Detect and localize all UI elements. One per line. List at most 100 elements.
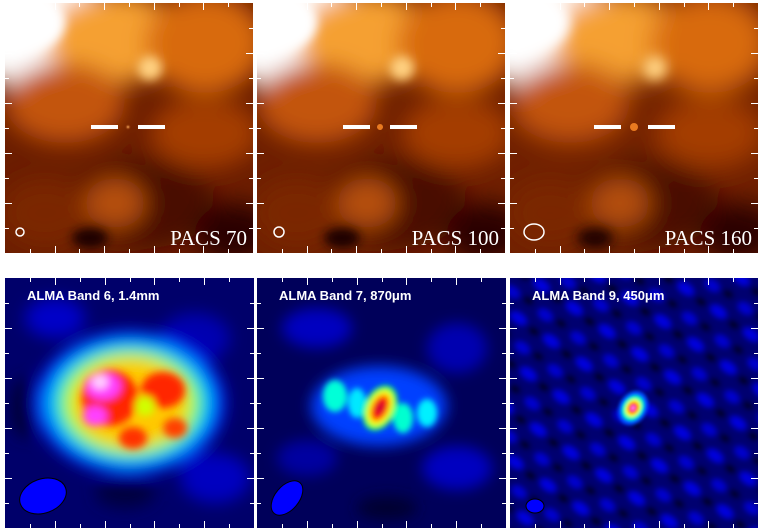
axis-tick [331, 3, 333, 7]
axis-tick [281, 249, 283, 253]
axis-tick [751, 103, 758, 104]
axis-tick [5, 153, 12, 154]
axis-tick [480, 3, 482, 7]
axis-tick [257, 428, 264, 429]
axis-tick [381, 278, 383, 282]
axis-tick [129, 249, 130, 253]
axis-tick [708, 246, 710, 253]
axis-tick [708, 278, 710, 285]
axis-tick [510, 378, 517, 379]
axis-tick [502, 353, 506, 354]
axis-tick [5, 503, 9, 504]
axis-tick [246, 103, 253, 104]
axis-tick [249, 178, 253, 179]
axis-tick [257, 378, 264, 379]
pacs70-panel: PACS 70 [5, 3, 253, 253]
axis-tick [559, 521, 561, 528]
axis-tick [510, 303, 514, 304]
axis-tick [79, 524, 81, 528]
axis-tick [246, 203, 253, 204]
axis-tick [257, 353, 261, 354]
axis-tick [5, 428, 12, 429]
axis-tick [281, 3, 283, 7]
axis-tick [381, 249, 382, 253]
axis-tick [498, 203, 505, 204]
axis-tick [331, 249, 333, 253]
axis-tick [502, 303, 506, 304]
axis-tick [683, 524, 685, 528]
axis-tick [5, 328, 12, 329]
axis-tick [609, 3, 611, 10]
axis-tick [501, 28, 505, 29]
axis-tick [683, 249, 685, 253]
axis-tick [559, 246, 561, 253]
axis-tick [584, 249, 586, 253]
axis-tick [5, 203, 12, 204]
axis-tick [204, 521, 206, 528]
axis-tick [257, 103, 264, 104]
axis-tick [430, 3, 432, 7]
axis-tick [481, 524, 483, 528]
axis-tick [250, 453, 254, 454]
axis-tick [481, 278, 483, 282]
axis-tick [510, 503, 514, 504]
axis-tick [29, 249, 31, 253]
axis-tick [249, 28, 253, 29]
axis-tick [733, 278, 735, 282]
axis-tick [754, 303, 758, 304]
axis-tick [501, 78, 505, 79]
axis-tick [203, 3, 205, 10]
axis-tick [499, 478, 506, 479]
axis-tick [534, 278, 536, 282]
axis-tick [154, 521, 156, 528]
axis-tick [331, 278, 333, 282]
axis-tick [257, 28, 261, 29]
axis-tick [510, 353, 514, 354]
axis-tick [406, 521, 408, 528]
axis-tick [179, 524, 181, 528]
axis-tick [751, 203, 758, 204]
axis-tick [204, 278, 206, 285]
axis-tick [5, 478, 12, 479]
axis-tick [257, 453, 261, 454]
alma-band9-image [510, 278, 758, 528]
axis-tick [356, 278, 358, 285]
pacs160-image [510, 3, 758, 253]
axis-tick [246, 153, 253, 154]
axis-tick [634, 3, 635, 7]
axis-tick [405, 246, 407, 253]
alma-band9-panel: ALMA Band 9, 450μm [510, 278, 758, 528]
axis-tick [634, 278, 635, 282]
axis-tick [501, 128, 505, 129]
axis-tick [5, 103, 12, 104]
axis-tick [431, 278, 433, 282]
axis-tick [658, 3, 660, 10]
axis-tick [510, 453, 514, 454]
axis-tick [5, 353, 9, 354]
axis-tick [609, 521, 611, 528]
axis-tick [249, 78, 253, 79]
axis-tick [584, 278, 586, 282]
pacs70-label: PACS 70 [170, 226, 247, 250]
axis-tick [228, 249, 230, 253]
axis-tick [5, 28, 9, 29]
axis-tick [510, 53, 517, 54]
axis-tick [754, 453, 758, 454]
axis-tick [306, 3, 308, 10]
alma-band7-image [257, 278, 506, 528]
axis-tick [733, 249, 735, 253]
axis-tick [153, 246, 155, 253]
axis-tick [5, 228, 9, 229]
axis-tick [498, 103, 505, 104]
axis-tick [456, 521, 458, 528]
axis-tick [257, 78, 261, 79]
axis-tick [29, 524, 31, 528]
axis-tick [54, 278, 56, 285]
axis-tick [247, 478, 254, 479]
alma-band7-panel: ALMA Band 7, 870μm [257, 278, 506, 528]
axis-tick [559, 3, 561, 10]
axis-tick [5, 53, 12, 54]
axis-tick [104, 278, 106, 285]
axis-tick [455, 3, 457, 10]
axis-tick [754, 228, 758, 229]
